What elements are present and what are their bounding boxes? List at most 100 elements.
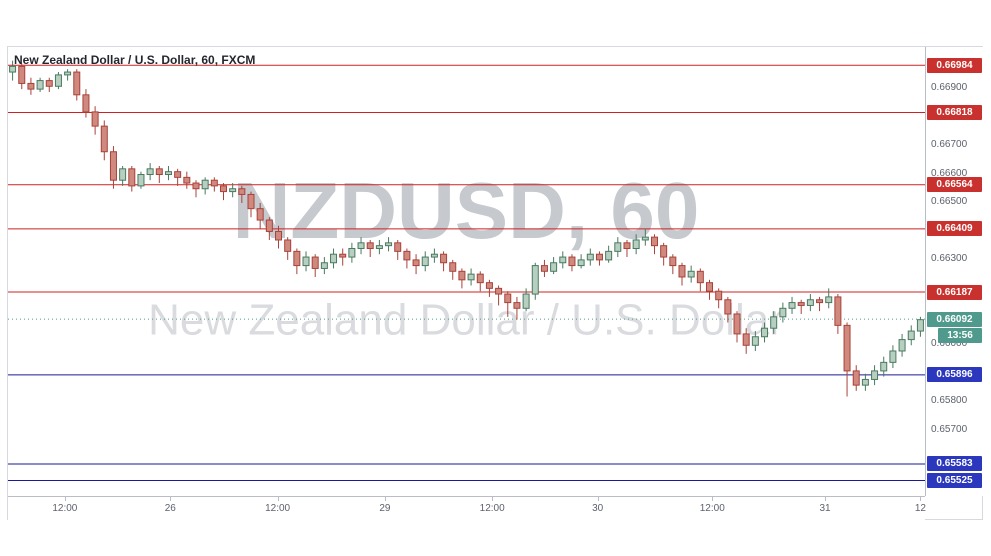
- candle-up: [119, 168, 127, 181]
- candle-down: [210, 179, 218, 187]
- candle-down: [595, 253, 603, 261]
- candle-up: [137, 174, 145, 187]
- candle-down: [394, 242, 402, 252]
- candle-up: [825, 296, 833, 304]
- candle-up: [201, 179, 209, 190]
- candle-up: [898, 339, 906, 352]
- candle-down: [293, 250, 301, 267]
- current-time-badge: 13:56: [938, 327, 982, 343]
- candle-down: [247, 193, 255, 210]
- price-level-badge: 0.66409: [927, 221, 982, 237]
- price-level-badge: 0.66187: [927, 284, 982, 300]
- candle-down: [742, 333, 750, 346]
- candle-up: [806, 299, 814, 306]
- candle-down: [128, 168, 136, 187]
- candle-down: [311, 256, 319, 269]
- candle-down: [238, 188, 246, 195]
- time-axis-tick: [384, 497, 386, 501]
- candle-down: [733, 313, 741, 335]
- candle-down: [816, 299, 824, 304]
- candle-up: [64, 71, 72, 76]
- candle-up: [761, 327, 769, 338]
- candle-down: [219, 185, 227, 193]
- candle-down: [155, 168, 163, 176]
- candle-down: [73, 71, 81, 96]
- price-level-badge: 0.65583: [927, 456, 982, 472]
- price-axis-label: 0.66600: [931, 167, 968, 179]
- time-axis-tick: [920, 497, 922, 501]
- watermark-symbol: NZDUSD, 60: [233, 166, 700, 255]
- candle-up: [916, 319, 924, 332]
- candle-up: [421, 256, 429, 267]
- candle-down: [678, 265, 686, 278]
- time-axis-label: 12:00: [265, 503, 291, 514]
- candle-up: [861, 378, 869, 386]
- candle-down: [834, 296, 842, 326]
- candle-down: [183, 176, 191, 184]
- candle-down: [485, 282, 493, 289]
- candle-up: [36, 80, 44, 90]
- candle-down: [724, 299, 732, 315]
- time-axis-label: 12:00: [699, 503, 725, 514]
- candle-up: [871, 370, 879, 380]
- candle-down: [275, 230, 283, 241]
- candle-up: [320, 262, 328, 269]
- candle-down: [660, 245, 668, 258]
- candle-down: [339, 253, 347, 258]
- price-level-badge: 0.66564: [927, 177, 982, 193]
- candle-up: [605, 250, 613, 261]
- candle-down: [513, 302, 521, 309]
- chart-title: New Zealand Dollar / U.S. Dollar, 60, FX…: [14, 53, 256, 67]
- candle-up: [614, 242, 622, 252]
- time-axis-tick: [825, 497, 827, 501]
- candle-down: [45, 80, 53, 87]
- candle-down: [91, 111, 99, 127]
- candle-down: [403, 250, 411, 261]
- candle-up: [9, 65, 17, 73]
- time-axis-label: 26: [164, 503, 176, 514]
- candle-up: [687, 270, 695, 278]
- candle-down: [440, 253, 448, 264]
- candle-up: [54, 74, 62, 87]
- candle-down: [449, 262, 457, 272]
- candle-up: [788, 302, 796, 309]
- candle-up: [522, 293, 530, 309]
- time-axis[interactable]: 12:00 26 12:00 29 12:00 30 12:00 31 12: [8, 496, 926, 520]
- candle-down: [27, 82, 35, 90]
- candle-up: [164, 171, 172, 176]
- candle-down: [623, 242, 631, 250]
- candle-up: [467, 273, 475, 281]
- candle-down: [100, 125, 108, 153]
- price-axis[interactable]: 0.66900 0.66700 0.66600 0.66500 0.66300 0.660…: [925, 47, 984, 496]
- candle-up: [889, 350, 897, 363]
- candle-down: [256, 208, 264, 221]
- price-axis-label: 0.66500: [931, 195, 968, 207]
- price-axis-label: 0.65800: [931, 395, 968, 407]
- time-axis-tick: [277, 497, 279, 501]
- candle-down: [18, 65, 26, 84]
- candle-up: [632, 239, 640, 250]
- candle-down: [476, 273, 484, 284]
- time-axis-label: 29: [379, 503, 391, 514]
- price-axis-label: 0.65700: [931, 423, 968, 435]
- candle-down: [174, 171, 182, 178]
- time-axis-label: 30: [592, 503, 604, 514]
- candle-up: [880, 361, 888, 372]
- candle-up: [357, 242, 365, 250]
- price-chart-canvas[interactable]: NZDUSD, 60 New Zealand Dollar / U.S. Doll…: [8, 47, 925, 495]
- current-price-badge: 0.66092: [927, 311, 982, 327]
- price-axis-label: 0.66000: [931, 338, 968, 350]
- price-level-badge: 0.65525: [927, 472, 982, 488]
- candle-up: [559, 256, 567, 264]
- candle-down: [843, 324, 851, 372]
- chart-frame: [7, 46, 983, 520]
- candle-down: [265, 219, 273, 232]
- candle-down: [715, 290, 723, 301]
- candle-up: [586, 253, 594, 261]
- time-axis-tick: [597, 497, 599, 501]
- candle-up: [907, 330, 915, 341]
- candle-up: [641, 236, 649, 241]
- candle-up: [751, 336, 759, 346]
- time-axis-tick: [492, 497, 494, 501]
